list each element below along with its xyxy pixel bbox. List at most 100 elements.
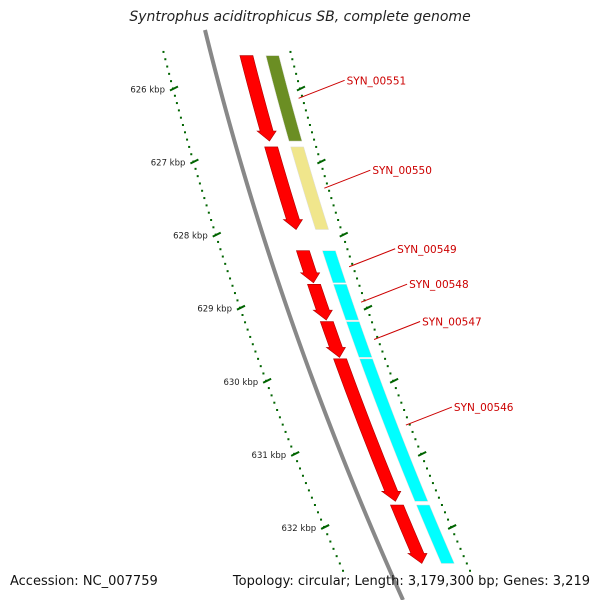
scale-inner-dot (313, 138, 316, 141)
scale-inner-dot (306, 116, 309, 119)
scale-minor-dot (254, 350, 257, 353)
scale-major-tick (236, 304, 246, 311)
scale-minor-dot (262, 372, 265, 375)
scale-inner-dot (308, 124, 311, 126)
gene-arrow-syn_00550 (264, 146, 303, 230)
scale-inner-dot (325, 182, 328, 185)
backbone-line (203, 29, 405, 600)
scale-tick-label: 631 kbp (252, 451, 287, 461)
scale-inner-dot (310, 131, 313, 134)
gene-arrow-syn_00547 (319, 321, 346, 358)
scale-major-tick (320, 524, 330, 530)
scale-minor-dot (194, 167, 197, 170)
scale-inner-dot (469, 569, 472, 572)
scale-inner-dot (302, 102, 305, 105)
scale-minor-dot (196, 175, 199, 178)
scale-inner-dot (337, 219, 340, 221)
scale-inner-dot (459, 547, 462, 550)
scale-minor-dot (335, 555, 338, 558)
gene-arrow-syn_00551 (239, 55, 277, 142)
scale-inner-dot (334, 211, 337, 214)
scale-minor-dot (217, 240, 220, 243)
scale-inner-dot (414, 438, 417, 441)
scale-minor-dot (188, 145, 191, 148)
scale-minor-dot (278, 416, 281, 419)
scale-minor-dot (177, 109, 180, 112)
scale-inner-dot (437, 496, 440, 499)
scale-inner-dot (358, 284, 361, 287)
gene-label-syn_00548: SYN_00548 (409, 279, 469, 291)
scale-minor-dot (320, 518, 323, 521)
scale-minor-dot (181, 124, 184, 126)
cds-feature-syn_00551 (265, 55, 303, 142)
accession-text: Accession: NC_007759 (10, 574, 158, 589)
scale-minor-dot (233, 292, 236, 295)
scale-major-tick-inner (389, 377, 399, 384)
scale-inner-dot (411, 430, 414, 433)
gene-label-syn_00547: SYN_00547 (422, 316, 482, 328)
scale-inner-dot (332, 204, 335, 207)
scale-minor-dot (251, 343, 254, 346)
scale-minor-dot (198, 182, 201, 185)
scale-inner-dot (291, 58, 294, 61)
gene-label-leader (298, 79, 345, 99)
scale-minor-dot (186, 138, 189, 141)
cds-feature-syn_00547 (345, 321, 373, 358)
scale-major-tick (262, 377, 272, 384)
scale-inner-dot (405, 416, 408, 419)
scale-inner-dot (368, 314, 371, 316)
gene-label-leader (405, 406, 453, 426)
gene-label-leader (348, 248, 396, 268)
scale-inner-dot (356, 277, 359, 280)
gene-label-syn_00550: SYN_00550 (372, 165, 432, 177)
scale-minor-dot (267, 387, 270, 390)
scale-minor-dot (310, 496, 313, 499)
gene-label-syn_00551: SYN_00551 (347, 75, 407, 87)
scale-minor-dot (231, 284, 234, 287)
scale-minor-dot (229, 277, 232, 280)
scale-inner-dot (317, 153, 320, 156)
scale-inner-dot (440, 504, 443, 506)
scale-inner-dot (431, 482, 434, 485)
scale-inner-dot (304, 109, 307, 112)
gene-arrow-next-gene (389, 504, 428, 564)
scale-minor-dot (168, 72, 171, 75)
scale-inner-dot (386, 365, 389, 368)
cds-feature-syn_00548 (333, 284, 360, 321)
scale-inner-dot (330, 197, 333, 200)
scale-inner-dot (353, 270, 356, 273)
cds-feature-syn_00549 (322, 250, 347, 284)
scale-inner-dot (328, 189, 331, 192)
scale-minor-dot (203, 197, 206, 200)
scale-minor-dot (287, 438, 290, 441)
scale-inner-dot (295, 72, 298, 75)
scale-major-tick-inner (363, 304, 373, 311)
scale-minor-dot (290, 445, 293, 448)
scale-inner-dot (344, 240, 347, 243)
scale-major-tick-inner (339, 231, 349, 238)
scale-tick-label: 626 kbp (130, 85, 165, 95)
scale-minor-dot (329, 540, 332, 543)
scale-inner-dot (453, 533, 456, 536)
scale-inner-dot (394, 387, 397, 390)
scale-inner-dot (400, 401, 403, 404)
scale-inner-dot (321, 167, 324, 170)
scale-major-tick-inner (447, 524, 457, 530)
scale-minor-dot (236, 299, 239, 302)
cds-feature-next-gene (416, 504, 455, 564)
scale-minor-dot (162, 50, 165, 53)
gene-label-leader (373, 321, 421, 340)
scale-minor-dot (338, 562, 341, 565)
scale-minor-dot (207, 211, 210, 214)
scale-major-tick (290, 450, 300, 457)
scale-minor-dot (299, 467, 302, 470)
scale-inner-dot (381, 350, 384, 353)
scale-inner-dot (346, 248, 349, 251)
scale-minor-dot (246, 328, 249, 331)
scale-inner-dot (417, 445, 420, 448)
scale-inner-dot (384, 357, 387, 360)
scale-minor-dot (226, 270, 229, 273)
scale-group: 626 kbp 627 kbp 628 kbp 629 kbp 630 kbp 631 k… (130, 50, 472, 572)
